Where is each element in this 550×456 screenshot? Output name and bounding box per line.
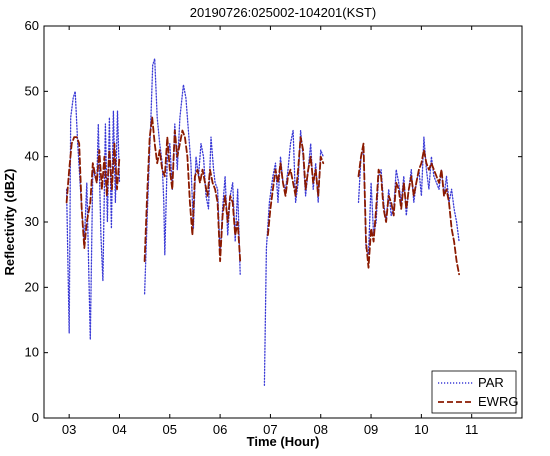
x-tick-label: 06: [213, 422, 227, 437]
legend: PAR EWRG: [431, 370, 518, 414]
plot-area: [43, 25, 523, 419]
y-tick-label: 10: [25, 345, 39, 360]
x-tick-label: 08: [314, 422, 328, 437]
y-tick-label: 40: [25, 149, 39, 164]
x-tick-label: 11: [465, 422, 479, 437]
x-tick-label: 10: [414, 422, 428, 437]
y-tick-label: 0: [32, 410, 39, 425]
series-line-ewrg: [65, 136, 121, 250]
series-line-ewrg: [357, 142, 461, 276]
series-line-ewrg: [143, 116, 242, 263]
chart-title: 20190726:025002-104201(KST): [190, 5, 376, 20]
x-tick-label: 07: [263, 422, 277, 437]
y-tick-label: 20: [25, 279, 39, 294]
y-tick-label: 50: [25, 83, 39, 98]
legend-label-ewrg: EWRG: [478, 394, 518, 409]
x-tick-label: 04: [112, 422, 126, 437]
x-tick-label: 05: [163, 422, 177, 437]
y-axis: 0 10 20 30 40 50 60: [25, 18, 522, 425]
x-tick-label: 09: [364, 422, 378, 437]
y-axis-label: Reflectivity (dBZ): [2, 169, 17, 276]
series-layer: [65, 58, 461, 386]
x-tick-label: 03: [62, 422, 76, 437]
x-axis-label: Time (Hour): [247, 434, 320, 449]
legend-label-par: PAR: [478, 375, 504, 390]
series-line-ewrg: [266, 136, 325, 237]
series-line-par: [263, 129, 324, 386]
legend-box: [431, 370, 517, 414]
y-tick-label: 30: [25, 214, 39, 229]
y-tick-label: 60: [25, 18, 39, 33]
x-axis: 03 04 05 06 07 08 09 10 11: [62, 26, 479, 437]
